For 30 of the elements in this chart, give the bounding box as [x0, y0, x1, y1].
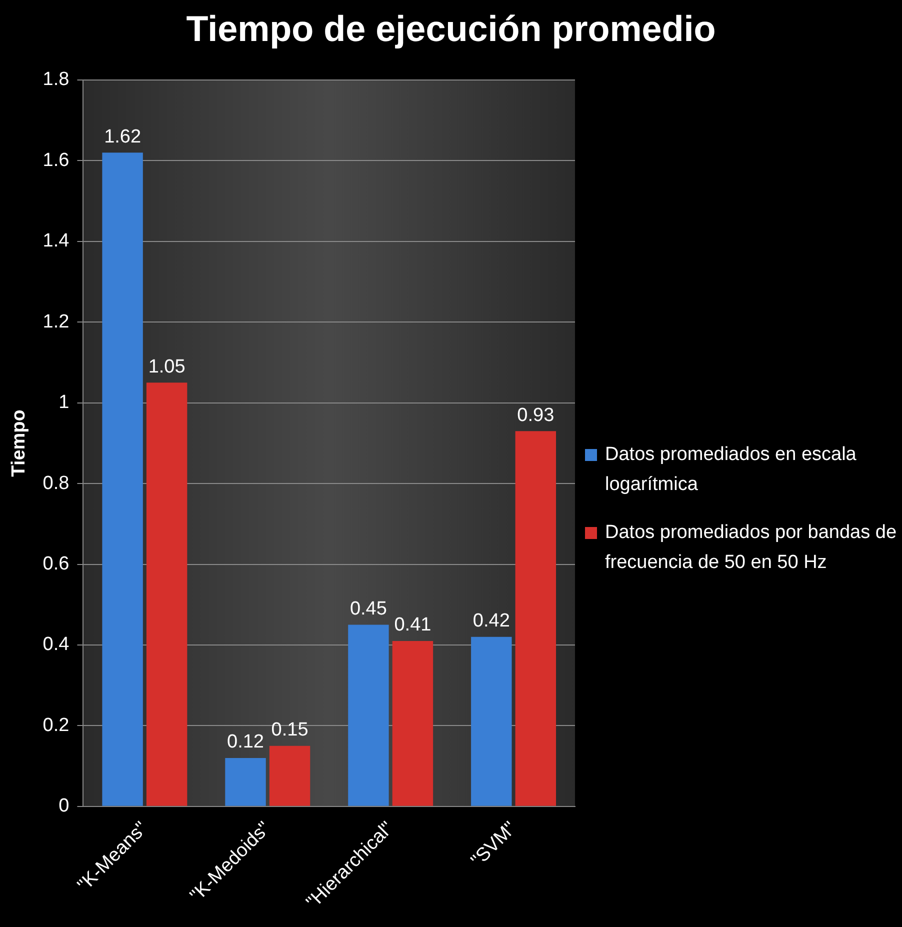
- y-tick-label: 0.8: [42, 472, 70, 494]
- y-tick-label: 0.4: [42, 634, 70, 656]
- data-label: 1.62: [104, 126, 142, 148]
- bar: [392, 640, 434, 806]
- y-tick-label: 0.2: [42, 714, 70, 736]
- legend-label: Datos promediados en escala logarítmica: [605, 443, 858, 497]
- legend-label: Datos promediados por bandas de frecuencia de 50 en 50 Hz: [605, 521, 898, 575]
- data-label: 1.05: [148, 356, 186, 378]
- data-label: 0.45: [350, 598, 387, 620]
- bar: [102, 152, 143, 806]
- bar: [471, 636, 512, 806]
- data-label: 0.41: [394, 614, 432, 636]
- data-label: 0.93: [517, 404, 554, 426]
- y-tick-label: 1.6: [42, 150, 70, 171]
- y-tick-label: 0.6: [42, 554, 70, 575]
- bar: [225, 758, 266, 806]
- y-tick-label: 1: [58, 392, 70, 414]
- chart-title: Tiempo de ejecución promedio: [185, 8, 717, 50]
- y-tick-label: 1.4: [42, 230, 70, 252]
- y-tick-label: 0: [58, 796, 70, 817]
- y-tick-label: 1.8: [42, 69, 70, 90]
- bar: [348, 624, 389, 806]
- bar: [515, 431, 556, 806]
- data-label: 0.42: [472, 610, 510, 632]
- data-label: 0.15: [271, 720, 308, 741]
- data-label: 0.12: [227, 732, 264, 753]
- bar: [146, 382, 188, 806]
- bar: [269, 746, 310, 806]
- y-axis-title: Tiempo: [8, 410, 30, 477]
- y-tick-label: 1.2: [42, 311, 70, 332]
